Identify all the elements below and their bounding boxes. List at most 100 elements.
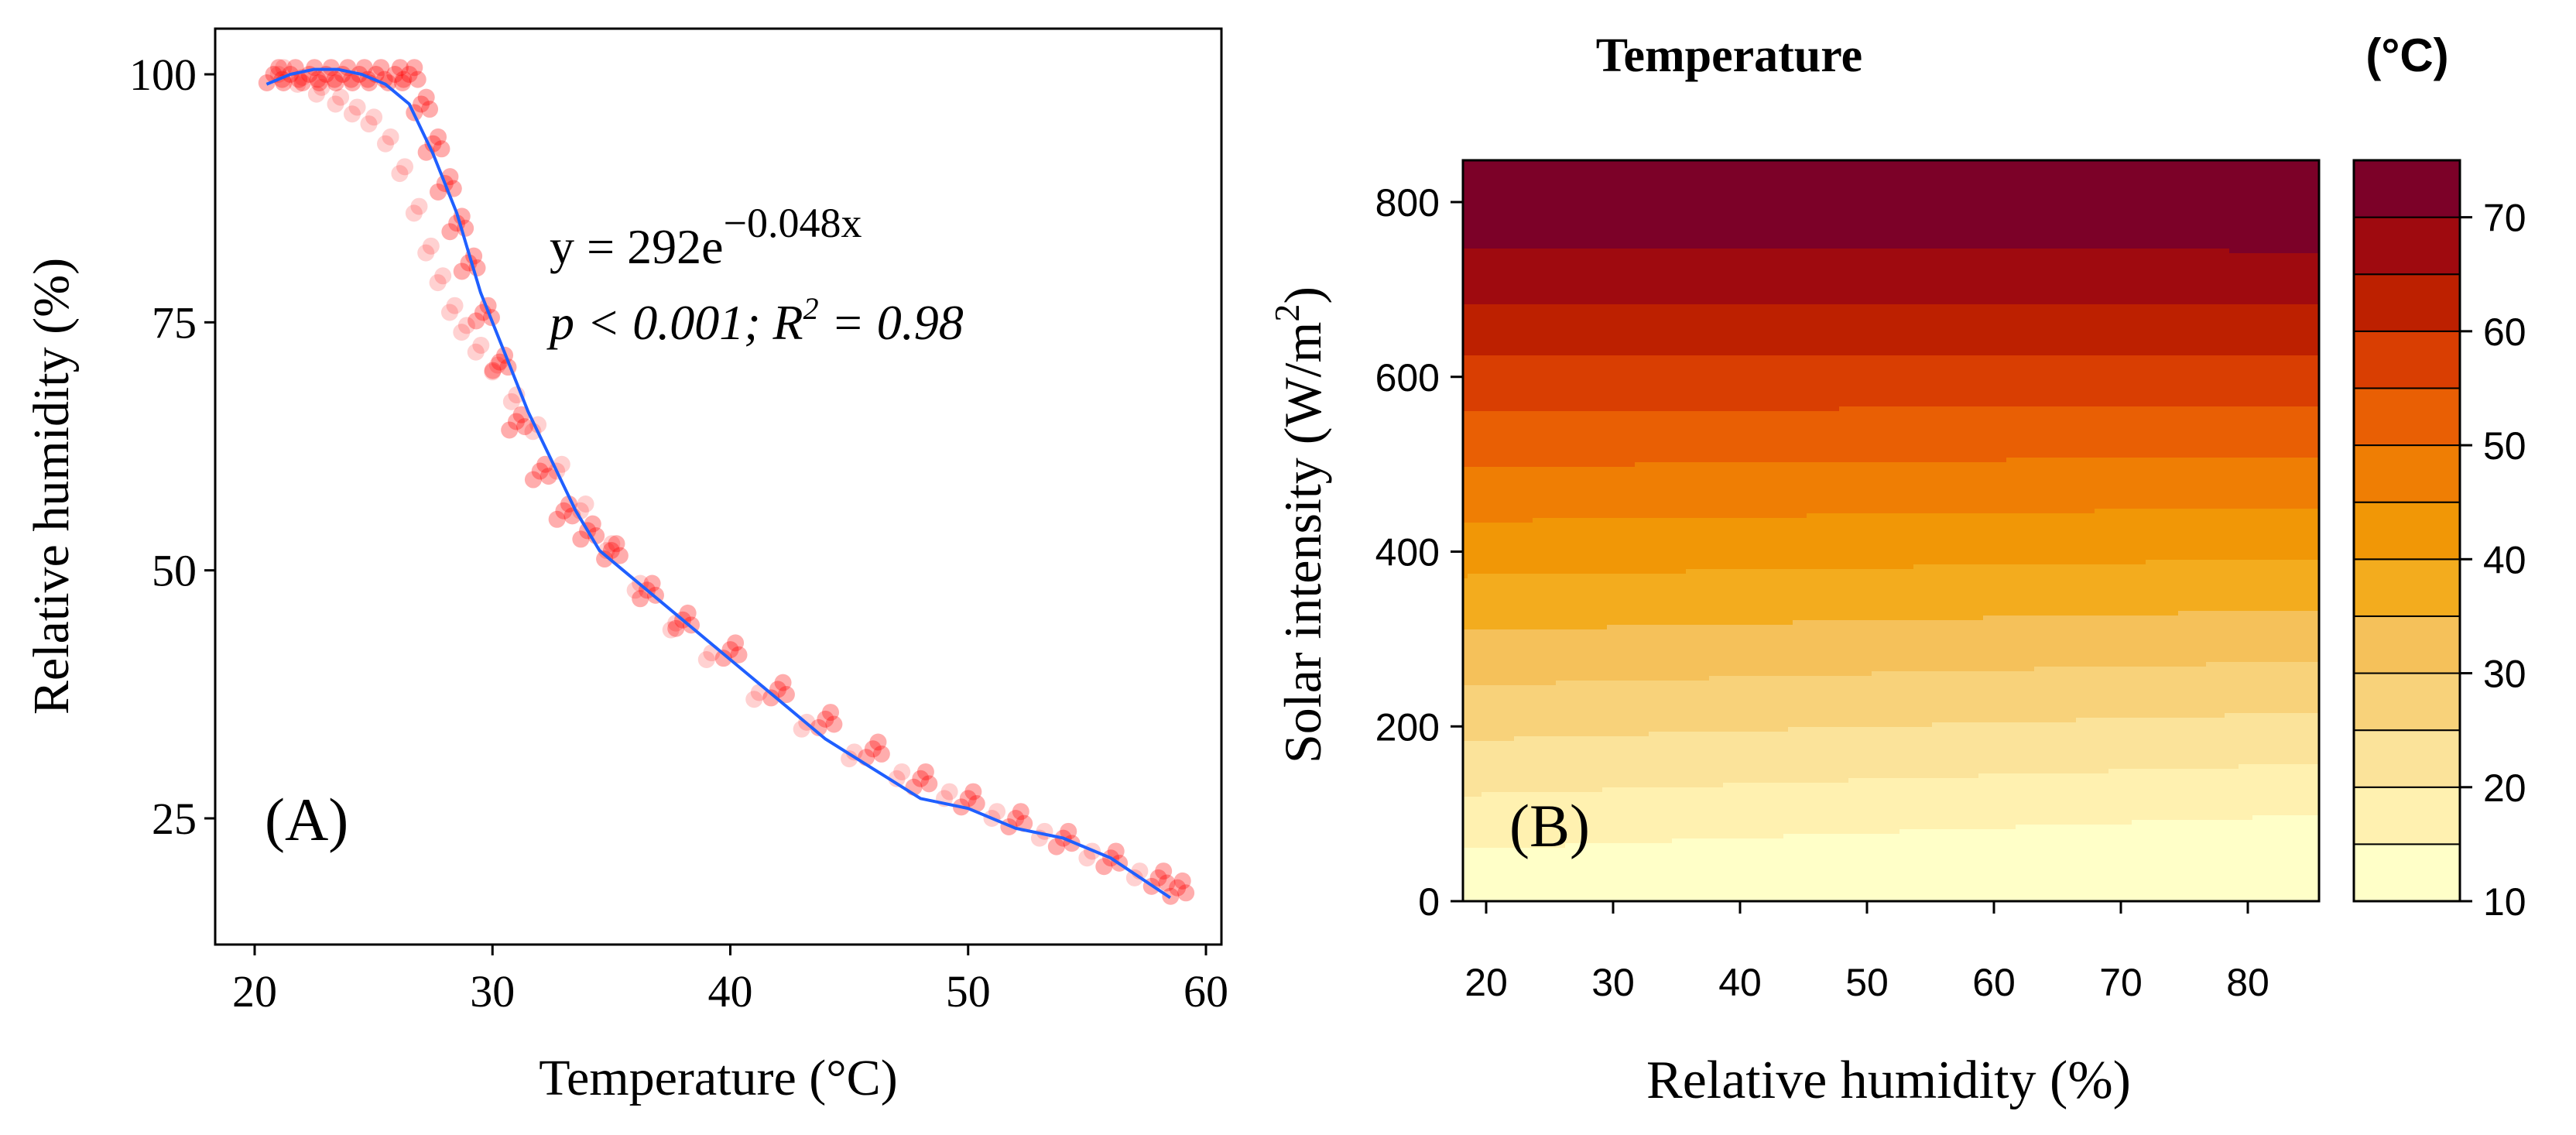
x-tick-label: 70 xyxy=(2099,961,2143,1004)
scatter-point xyxy=(553,455,570,473)
scatter-point xyxy=(893,763,911,780)
panel-a-x-ticks: 20 30 40 50 60 xyxy=(232,945,1228,1017)
scatter-point xyxy=(1173,872,1191,890)
scatter-point xyxy=(372,59,390,77)
scatter-point xyxy=(382,128,399,146)
panel-a-y-ticks: 25 50 75 100 xyxy=(129,50,215,844)
x-tick-label: 60 xyxy=(1972,961,2016,1004)
scatter-point xyxy=(467,343,485,361)
scatter-point xyxy=(632,590,649,608)
scatter-point xyxy=(774,674,792,691)
scatter-point xyxy=(365,108,383,126)
scatter-point xyxy=(727,634,745,652)
scatter-point xyxy=(395,70,413,88)
colorbar-tick-label: 60 xyxy=(2483,310,2526,354)
scatter-point xyxy=(540,468,557,485)
scatter-point xyxy=(1177,884,1195,902)
scatter-point xyxy=(379,74,397,91)
panel-b-label: (B) xyxy=(1509,792,1590,859)
colorbar-tick-label: 50 xyxy=(2483,424,2526,468)
scatter-point xyxy=(430,183,447,201)
scatter-point xyxy=(472,336,490,354)
scatter-point xyxy=(643,574,661,592)
panel-a-r-squared-label: R xyxy=(772,295,803,350)
scatter-point xyxy=(502,393,520,410)
scatter-point xyxy=(864,740,882,758)
scatter-point xyxy=(810,718,827,736)
x-tick-label: 30 xyxy=(1591,961,1635,1004)
colorbar-band xyxy=(2353,216,2461,276)
colorbar-band xyxy=(2353,786,2461,845)
scatter-point xyxy=(484,362,502,379)
scatter-point xyxy=(413,95,430,113)
panel-b-y-axis-label: Solar intensity (W/m2) xyxy=(1267,286,1332,763)
colorbar xyxy=(2353,159,2461,903)
scatter-point xyxy=(290,70,308,88)
panel-b-y-axis-label-main: Solar intensity (W/m xyxy=(1273,322,1332,763)
scatter-point xyxy=(344,74,361,91)
y-tick-label: 75 xyxy=(152,297,197,348)
scatter-point xyxy=(603,535,621,553)
scatter-point xyxy=(306,59,324,77)
colorbar-frame xyxy=(2352,159,2461,903)
x-tick-label: 20 xyxy=(1464,961,1508,1004)
y-tick-label: 400 xyxy=(1375,531,1440,574)
scatter-point xyxy=(1125,869,1143,886)
scatter-point xyxy=(730,646,748,664)
panel-b-x-ticks: 20 30 40 50 60 70 80 xyxy=(1464,901,2269,1004)
scatter-point xyxy=(872,745,890,763)
scatter-point xyxy=(662,621,680,639)
scatter-point xyxy=(457,317,475,334)
scatter-point xyxy=(400,66,418,83)
scatter-point xyxy=(355,59,373,77)
scatter-point xyxy=(309,70,327,88)
scatter-point xyxy=(608,535,625,553)
colorbar-band xyxy=(2353,444,2461,503)
panel-a: 20 30 40 50 60 25 50 75 100 Temperature (°C) Re… xyxy=(23,27,1228,1106)
panel-a-equation-exponent: −0.048x xyxy=(724,200,862,246)
scatter-point xyxy=(468,312,485,330)
scatter-point xyxy=(293,74,311,91)
heatmap-frame xyxy=(1461,159,2321,903)
colorbar-tick-label: 40 xyxy=(2483,538,2526,581)
scatter-point xyxy=(516,418,533,436)
scatter-point xyxy=(940,783,958,801)
scatter-point xyxy=(1095,858,1113,876)
scatter-point xyxy=(531,462,549,480)
scatter-point xyxy=(322,59,340,77)
scatter-point xyxy=(410,197,428,215)
scatter-point xyxy=(417,244,435,262)
scatter-point xyxy=(959,790,977,808)
scatter-point xyxy=(555,502,573,519)
panel-a-equation-base: y = 292e xyxy=(550,219,724,274)
scatter-point xyxy=(869,733,887,751)
panel-a-x-axis-label: Temperature (°C) xyxy=(539,1050,897,1106)
scatter-point xyxy=(571,502,589,519)
panel-a-stats: p < 0.001; R2 = 0.98 xyxy=(546,291,964,350)
scatter-point xyxy=(512,406,530,423)
scatter-point xyxy=(1158,874,1176,892)
scatter-point xyxy=(920,775,938,793)
scatter-point xyxy=(343,105,361,123)
scatter-point xyxy=(433,140,450,158)
scatter-point xyxy=(441,168,459,186)
scatter-point xyxy=(1169,879,1187,897)
panel-a-r-squared-value: = 0.98 xyxy=(819,295,964,350)
scatter-point xyxy=(488,356,506,374)
scatter-point xyxy=(440,303,458,321)
scatter-point xyxy=(1007,810,1025,827)
colorbar-band xyxy=(2353,843,2461,903)
panel-a-p-value: p < 0.001 xyxy=(546,295,744,350)
panel-a-stats-separator: ; xyxy=(744,295,772,350)
scatter-point xyxy=(429,274,447,292)
scatter-point xyxy=(1149,869,1167,886)
panel-b-y-axis-label-sup: 2 xyxy=(1267,304,1307,322)
scatter-point xyxy=(393,74,411,91)
scatter-point xyxy=(988,803,1006,821)
scatter-point xyxy=(536,455,554,473)
scatter-point xyxy=(750,684,768,701)
scatter-point xyxy=(327,74,344,91)
scatter-point xyxy=(307,85,325,103)
scatter-point xyxy=(453,262,471,280)
